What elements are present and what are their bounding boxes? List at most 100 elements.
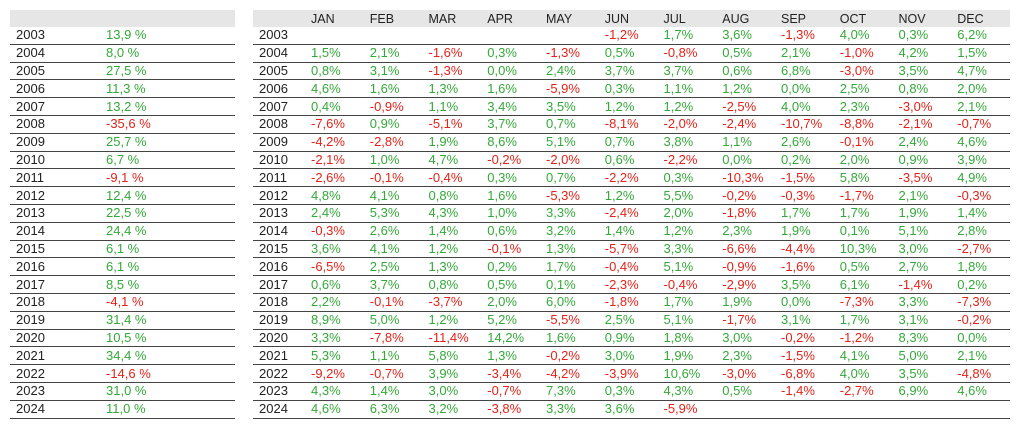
return-cell: -1,8% xyxy=(598,293,658,312)
return-cell: -4,4% xyxy=(775,240,834,259)
return-cell: -5,3% xyxy=(540,186,599,205)
year-cell: 2020 xyxy=(253,329,305,348)
return-cell: 2,3% xyxy=(716,346,775,366)
return-cell: 5,1% xyxy=(540,133,599,152)
month-header: SEP xyxy=(775,10,834,27)
return-cell: 1,2% xyxy=(422,240,482,259)
return-cell: -2,2% xyxy=(598,168,658,188)
return-cell: 3,6% xyxy=(716,27,775,45)
return-cell: -2,7% xyxy=(951,240,1010,259)
return-cell: -2,7% xyxy=(833,382,893,401)
return-cell xyxy=(775,400,834,419)
return-cell: -0,2% xyxy=(540,346,599,366)
return-cell: 4,1% xyxy=(363,240,423,259)
month-row: 2020 3,3% -7,8% -11,4% 14,2% 1,6% 0,9% 1,8% 3,0%… xyxy=(253,329,1010,348)
return-cell: 3,0% xyxy=(716,329,775,348)
return-cell: 1,7% xyxy=(657,293,717,312)
year-cell: 2003 xyxy=(10,27,100,45)
return-cell: 1,2% xyxy=(422,311,482,330)
return-cell: -3,7% xyxy=(422,293,482,312)
return-cell: -0,1% xyxy=(363,293,423,312)
return-cell: -9,1 % xyxy=(100,168,235,188)
return-cell: 3,0% xyxy=(892,240,952,259)
return-cell: 2,5% xyxy=(833,79,893,99)
year-cell: 2010 xyxy=(253,151,305,170)
return-cell: -3,8% xyxy=(481,400,540,419)
year-cell: 2003 xyxy=(253,27,305,45)
return-cell: 0,6% xyxy=(598,151,658,170)
month-row: 2007 0,4% -0,9% 1,1% 3,4% 3,5% 1,2% 1,2% -2,5% 4,… xyxy=(253,97,1010,116)
month-row: 2023 4,3% 1,4% 3,0% -0,7% 7,3% 0,3% 4,3% 0,5% -1,… xyxy=(253,382,1010,401)
return-cell: -2,1% xyxy=(892,115,952,134)
year-cell: 2014 xyxy=(253,222,305,241)
return-cell: 0,9% xyxy=(363,115,423,134)
return-cell: 3,7% xyxy=(598,62,658,81)
return-cell: 1,3% xyxy=(422,257,482,277)
return-cell: 2,1% xyxy=(892,186,952,205)
return-cell: 4,6% xyxy=(951,382,1010,401)
return-cell: 6,3% xyxy=(363,400,423,419)
return-cell: 0,5% xyxy=(716,44,775,63)
return-cell: 3,7% xyxy=(481,115,540,134)
month-header: NOV xyxy=(892,10,952,27)
year-row: 2019 31,4 % xyxy=(10,311,235,330)
month-row: 2009 -4,2% -2,8% 1,9% 8,6% 5,1% 0,7% 3,8% 1,1% 2,… xyxy=(253,133,1010,152)
return-cell: 13,9 % xyxy=(100,27,235,45)
return-cell: 1,9% xyxy=(775,222,834,241)
return-cell: 1,4% xyxy=(422,222,482,241)
year-cell: 2004 xyxy=(10,44,100,63)
return-cell: 3,3% xyxy=(892,293,952,312)
return-cell: 1,1% xyxy=(716,133,775,152)
return-cell: 0,0% xyxy=(481,62,540,81)
return-cell: 2,2% xyxy=(305,293,364,312)
return-cell: 1,1% xyxy=(657,79,717,99)
return-cell: -7,8% xyxy=(363,329,423,348)
return-cell: -5,9% xyxy=(540,79,599,99)
return-cell: -0,3% xyxy=(951,186,1010,205)
year-cell: 2016 xyxy=(253,257,305,277)
return-cell: 4,2% xyxy=(892,44,952,63)
return-cell: 1,2% xyxy=(598,97,658,116)
return-cell: -4,2% xyxy=(540,364,599,383)
return-cell: 1,7% xyxy=(833,311,893,330)
return-cell: -1,6% xyxy=(775,257,834,277)
return-cell: -2,3% xyxy=(598,275,658,294)
return-cell: 22,5 % xyxy=(100,204,235,223)
year-cell: 2022 xyxy=(10,364,100,383)
return-cell: -1,2% xyxy=(598,27,658,45)
return-cell: 6,9% xyxy=(892,382,952,401)
return-cell: 8,9% xyxy=(305,311,364,330)
return-cell: -11,4% xyxy=(422,329,482,348)
return-cell: -3,0% xyxy=(833,62,893,81)
return-cell: -0,7% xyxy=(481,382,540,401)
return-cell: 0,8% xyxy=(305,62,364,81)
month-header: MAR xyxy=(422,10,482,27)
year-cell: 2008 xyxy=(10,115,100,134)
month-header: APR xyxy=(481,10,540,27)
return-cell: -0,4% xyxy=(422,168,482,188)
year-cell: 2006 xyxy=(10,79,100,99)
month-row: 2018 2,2% -0,1% -3,7% 2,0% 6,0% -1,8% 1,7% 1,9% 0… xyxy=(253,293,1010,312)
return-cell: -0,4% xyxy=(657,275,717,294)
return-cell: 0,3% xyxy=(657,168,717,188)
return-cell: 1,1% xyxy=(422,97,482,116)
return-cell: 1,5% xyxy=(305,44,364,63)
return-cell: 0,2% xyxy=(775,151,834,170)
year-cell: 2005 xyxy=(253,62,305,81)
return-cell: 0,1% xyxy=(540,275,599,294)
return-cell: 0,6% xyxy=(481,222,540,241)
return-cell: 31,4 % xyxy=(100,311,235,330)
return-cell xyxy=(422,27,482,45)
return-cell: -35,6 % xyxy=(100,115,235,134)
year-row: 2020 10,5 % xyxy=(10,329,235,348)
year-row: 2011 -9,1 % xyxy=(10,168,235,188)
return-cell: 4,3% xyxy=(422,204,482,223)
year-cell: 2005 xyxy=(10,62,100,81)
return-cell: 3,3% xyxy=(305,329,364,348)
return-cell: 3,7% xyxy=(363,275,423,294)
return-cell: -1,6% xyxy=(422,44,482,63)
return-cell: 0,9% xyxy=(598,329,658,348)
year-cell: 2018 xyxy=(10,293,100,312)
return-cell: 1,9% xyxy=(716,293,775,312)
